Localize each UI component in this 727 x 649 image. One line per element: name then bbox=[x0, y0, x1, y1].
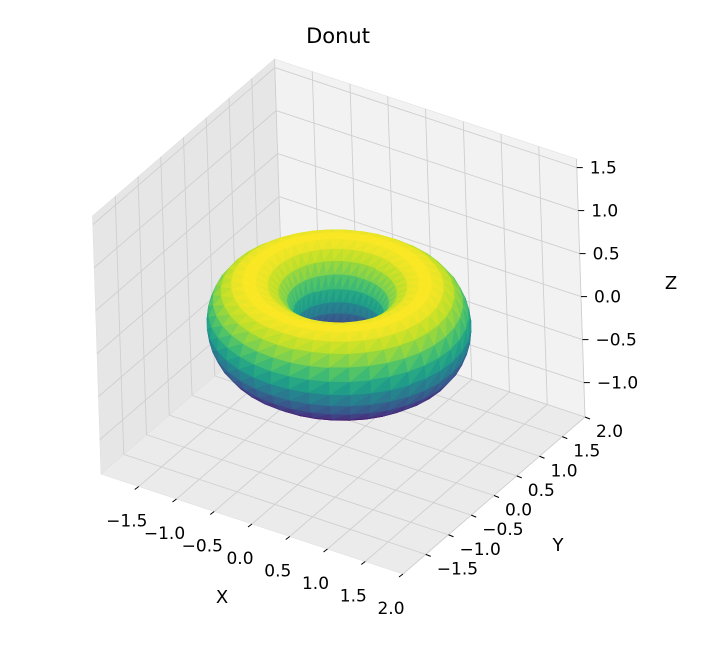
grid-line bbox=[146, 434, 449, 536]
tick-mark bbox=[172, 498, 177, 503]
grid-line bbox=[278, 196, 582, 298]
grid-line bbox=[137, 176, 147, 435]
axis-ticks: −1.5−1.0−0.50.00.51.01.52.0−1.5−1.0−0.50… bbox=[106, 159, 638, 619]
grid-line bbox=[276, 110, 579, 212]
grid-line bbox=[277, 153, 580, 255]
y-tick-label: −0.5 bbox=[482, 520, 523, 540]
z-tick-label: 1.0 bbox=[591, 202, 618, 222]
z-tick-label: −0.5 bbox=[596, 331, 637, 351]
grid-line bbox=[96, 196, 280, 354]
tick-mark bbox=[425, 553, 431, 557]
tick-mark bbox=[209, 511, 215, 515]
tick-mark bbox=[398, 573, 404, 578]
grid-line bbox=[183, 137, 193, 396]
tick-mark bbox=[539, 455, 545, 459]
grid-line bbox=[191, 395, 495, 496]
grid-line bbox=[576, 158, 586, 418]
y-tick-label: 1.5 bbox=[573, 442, 600, 462]
tick-mark bbox=[493, 495, 500, 498]
x-tick-label: −1.0 bbox=[144, 524, 185, 544]
z-tick-label: −1.0 bbox=[597, 374, 638, 394]
x-tick-label: 0.0 bbox=[226, 549, 253, 569]
y-tick-label: 0.5 bbox=[528, 481, 555, 501]
y-tick-label: 2.0 bbox=[596, 422, 623, 442]
z-tick-label: 0.0 bbox=[594, 288, 621, 308]
x-tick-label: 0.5 bbox=[264, 562, 291, 582]
tick-mark bbox=[448, 534, 454, 538]
x-tick-label: 2.0 bbox=[377, 599, 404, 619]
torus-surface bbox=[206, 229, 472, 421]
y-axis-title: Y bbox=[552, 535, 565, 556]
tick-mark bbox=[285, 536, 291, 540]
z-axis-title: Z bbox=[665, 273, 677, 294]
grid-line bbox=[500, 133, 510, 393]
z-tick-label: 1.5 bbox=[590, 159, 617, 179]
grid-line bbox=[95, 153, 278, 311]
tick-mark bbox=[584, 416, 591, 420]
x-axis-title: X bbox=[216, 587, 228, 608]
tick-mark bbox=[247, 523, 253, 528]
tick-mark bbox=[471, 514, 477, 518]
y-tick-label: 0.0 bbox=[505, 501, 532, 521]
grid-line bbox=[160, 157, 170, 416]
tick-mark bbox=[134, 486, 140, 490]
tick-mark bbox=[562, 436, 568, 440]
tick-mark bbox=[360, 561, 366, 565]
grid-line bbox=[123, 453, 426, 555]
grid-line bbox=[169, 414, 472, 516]
grid-line bbox=[114, 196, 125, 455]
y-tick-label: 1.0 bbox=[551, 461, 578, 481]
grid-line bbox=[538, 146, 548, 405]
x-tick-label: 1.0 bbox=[302, 574, 329, 594]
surface-facet bbox=[348, 366, 369, 383]
x-tick-label: 1.5 bbox=[340, 587, 367, 607]
y-tick-label: −1.5 bbox=[437, 559, 478, 579]
tick-mark bbox=[516, 475, 522, 479]
x-tick-label: −1.5 bbox=[106, 512, 147, 532]
grid-line bbox=[93, 110, 277, 268]
surface-facet bbox=[327, 274, 336, 290]
chart-title: Donut bbox=[306, 24, 370, 48]
grid-line bbox=[92, 67, 276, 225]
x-tick-label: −0.5 bbox=[182, 537, 223, 557]
z-tick-label: 0.5 bbox=[593, 245, 620, 265]
grid-line bbox=[274, 67, 577, 169]
y-tick-label: −1.0 bbox=[460, 540, 501, 560]
tick-mark bbox=[323, 548, 328, 553]
